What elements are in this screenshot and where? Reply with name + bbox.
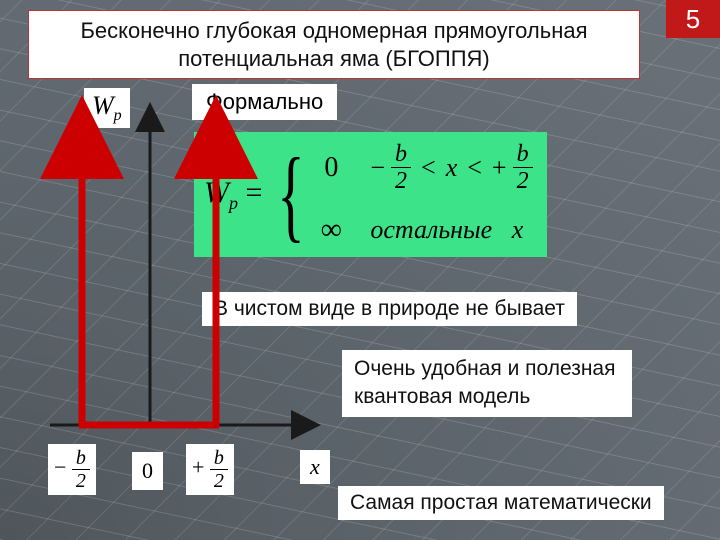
axis-label-x: x <box>300 450 330 484</box>
diagram-svg <box>20 95 340 455</box>
formula-case-2: ∞ остальные x <box>314 213 532 247</box>
slide-title: Бесконечно глубокая одномерная прямоугол… <box>28 10 640 79</box>
note-3: Самая простая математически <box>338 486 664 520</box>
case1-condition: − b2 < x < + b2 <box>370 142 532 193</box>
axis-label-zero: 0 <box>132 452 163 490</box>
axis-label-plus-b2: + b2 <box>186 444 234 495</box>
slide-number: 5 <box>666 0 720 38</box>
formula-case-1: 0 − b2 < x < + b2 <box>314 142 532 193</box>
note-2: Очень удобная и полезная квантовая модел… <box>342 350 632 417</box>
potential-well-diagram <box>20 95 340 455</box>
case2-condition: остальные x <box>370 215 523 245</box>
axis-label-minus-b2: − b2 <box>48 444 96 495</box>
